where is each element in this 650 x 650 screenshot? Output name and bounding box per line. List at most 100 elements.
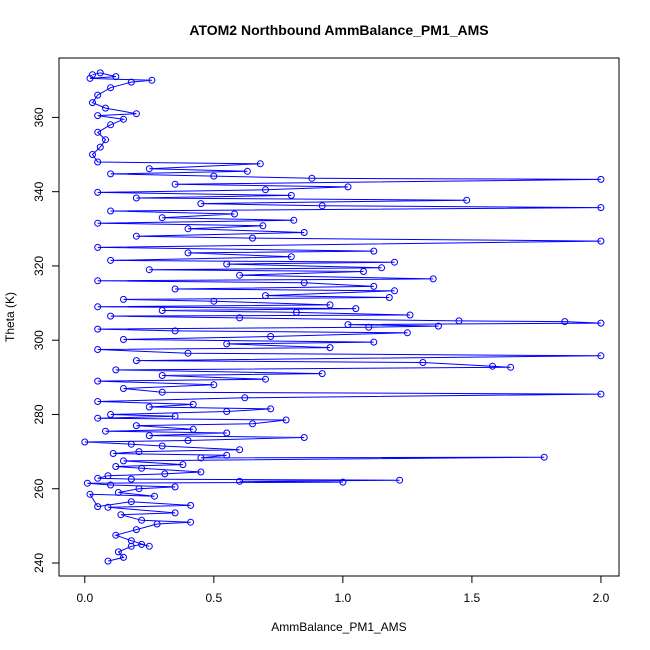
x-axis-label: AmmBalance_PM1_AMS bbox=[271, 620, 406, 634]
data-point bbox=[171, 327, 179, 335]
data-point bbox=[132, 194, 140, 202]
data-point bbox=[597, 237, 605, 245]
data-point bbox=[132, 357, 140, 365]
data-point bbox=[370, 247, 378, 255]
data-point bbox=[127, 475, 135, 483]
data-point bbox=[231, 210, 238, 218]
data-point bbox=[107, 312, 115, 320]
data-point bbox=[171, 412, 179, 420]
data-point bbox=[287, 253, 295, 261]
y-tick-label: 320 bbox=[32, 256, 46, 276]
data-point bbox=[153, 520, 161, 528]
data-point bbox=[184, 437, 192, 444]
data-point bbox=[145, 165, 153, 173]
data-point bbox=[94, 398, 102, 405]
data-point bbox=[127, 537, 135, 545]
series-line bbox=[84, 72, 601, 562]
data-point bbox=[120, 115, 127, 123]
series-layer bbox=[81, 69, 605, 565]
data-point bbox=[184, 225, 192, 233]
data-point bbox=[197, 200, 205, 208]
x-tick-label: 1.5 bbox=[464, 591, 481, 605]
data-point bbox=[236, 477, 244, 485]
data-point bbox=[112, 531, 120, 539]
data-point bbox=[463, 196, 471, 204]
data-point bbox=[109, 450, 117, 457]
data-point bbox=[434, 322, 442, 330]
data-point bbox=[360, 268, 367, 275]
y-tick-label: 280 bbox=[32, 404, 46, 424]
data-point bbox=[89, 151, 96, 158]
data-point bbox=[132, 422, 140, 430]
data-point bbox=[158, 307, 166, 314]
data-point bbox=[184, 249, 192, 257]
data-point bbox=[107, 481, 115, 489]
data-point bbox=[94, 219, 102, 227]
data-point bbox=[102, 104, 109, 112]
data-point bbox=[259, 222, 267, 230]
data-point bbox=[282, 416, 290, 424]
data-point bbox=[262, 292, 269, 300]
data-point bbox=[236, 446, 244, 454]
data-point bbox=[249, 234, 256, 242]
data-point bbox=[112, 366, 120, 374]
data-point bbox=[127, 498, 135, 506]
data-point bbox=[396, 476, 404, 484]
data-point bbox=[81, 438, 89, 446]
data-point bbox=[94, 128, 102, 136]
data-point bbox=[262, 186, 269, 194]
data-point bbox=[138, 516, 146, 524]
data-point bbox=[365, 323, 373, 331]
data-point bbox=[89, 71, 96, 79]
data-point bbox=[385, 294, 393, 301]
data-point bbox=[107, 170, 115, 178]
data-point bbox=[171, 180, 179, 188]
data-point bbox=[161, 470, 169, 478]
data-point bbox=[597, 175, 605, 183]
data-point bbox=[104, 557, 112, 565]
data-point bbox=[171, 285, 179, 293]
data-point bbox=[597, 204, 605, 212]
data-point bbox=[561, 318, 569, 326]
data-point bbox=[107, 411, 115, 418]
data-point bbox=[344, 183, 352, 191]
data-point bbox=[94, 277, 102, 285]
data-point bbox=[120, 553, 127, 561]
data-point bbox=[135, 485, 143, 493]
data-point bbox=[236, 271, 244, 279]
data-point bbox=[489, 362, 496, 370]
data-point bbox=[94, 346, 102, 353]
data-point bbox=[94, 377, 102, 385]
data-point bbox=[429, 275, 437, 283]
data-point bbox=[112, 73, 120, 81]
data-point bbox=[138, 464, 146, 472]
data-point bbox=[120, 385, 127, 392]
data-point bbox=[104, 503, 112, 511]
data-point bbox=[145, 542, 153, 550]
data-point bbox=[94, 414, 102, 422]
data-point bbox=[210, 297, 218, 305]
data-point bbox=[223, 408, 231, 415]
data-point bbox=[391, 258, 398, 266]
y-tick-label: 240 bbox=[32, 553, 46, 573]
data-point bbox=[326, 301, 334, 309]
data-point bbox=[300, 229, 308, 236]
x-tick-label: 0.0 bbox=[76, 591, 93, 605]
data-point bbox=[223, 340, 231, 348]
data-point bbox=[158, 214, 166, 222]
data-point bbox=[292, 308, 300, 316]
data-point bbox=[179, 461, 187, 469]
data-point bbox=[507, 363, 515, 371]
y-tick-label: 340 bbox=[32, 181, 46, 201]
data-point bbox=[94, 91, 102, 99]
data-point bbox=[189, 425, 197, 433]
data-point bbox=[419, 359, 427, 366]
y-axis: 240 260 280 300 320 340 360 bbox=[32, 107, 60, 573]
data-point bbox=[120, 336, 127, 343]
data-point bbox=[344, 321, 352, 329]
data-point bbox=[262, 375, 269, 383]
data-point bbox=[148, 76, 156, 84]
data-point bbox=[107, 121, 115, 129]
data-point bbox=[406, 311, 414, 319]
data-point bbox=[267, 405, 275, 413]
